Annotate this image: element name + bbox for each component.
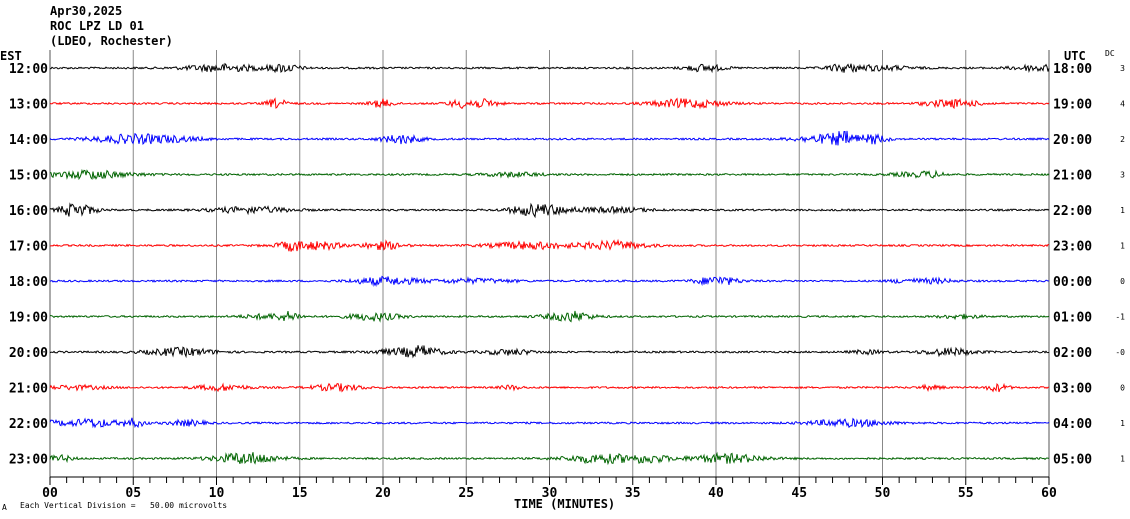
trace-19:00 — [50, 310, 1050, 323]
dc-value: 4 — [1120, 100, 1125, 109]
traces — [49, 62, 1050, 466]
trace-14:00 — [49, 130, 1050, 146]
grid — [49, 50, 1050, 477]
utc-label-02:00: 02:00 — [1053, 346, 1092, 361]
x-axis-title: TIME (MINUTES) — [514, 497, 615, 511]
utc-label-00:00: 00:00 — [1053, 275, 1092, 290]
trace-23:00 — [49, 451, 1049, 466]
dc-value: 1 — [1120, 206, 1125, 215]
utc-label-18:00: 18:00 — [1053, 62, 1092, 77]
est-label-18:00: 18:00 — [9, 275, 48, 290]
dc-value: 0 — [1120, 384, 1125, 393]
x-tick-label: 45 — [791, 486, 807, 501]
dc-value: 1 — [1120, 455, 1125, 464]
dc-value: 1 — [1120, 419, 1125, 428]
corner-mark: A — [2, 503, 7, 512]
trace-21:00 — [49, 382, 1049, 393]
x-tick-label: 00 — [42, 486, 58, 501]
x-tick-label: 30 — [542, 486, 558, 501]
est-label-17:00: 17:00 — [9, 240, 48, 255]
x-tick-label: 25 — [458, 486, 474, 501]
est-label-21:00: 21:00 — [9, 382, 48, 397]
est-label-19:00: 19:00 — [9, 311, 48, 326]
trace-18:00 — [49, 275, 1050, 288]
trace-15:00 — [49, 168, 1050, 181]
utc-label-21:00: 21:00 — [1053, 169, 1092, 184]
trace-22:00 — [49, 417, 1050, 429]
utc-label-23:00: 23:00 — [1053, 240, 1092, 255]
x-tick-label: 60 — [1041, 486, 1057, 501]
dc-value: -1 — [1115, 313, 1125, 322]
scale-note: Each Vertical Division = 50.00 microvolt… — [20, 501, 227, 510]
x-tick-label: 20 — [375, 486, 391, 501]
est-label-12:00: 12:00 — [9, 62, 48, 77]
date-label: Apr30,2025 — [50, 4, 122, 18]
dc-value: 1 — [1120, 242, 1125, 251]
utc-label-04:00: 04:00 — [1053, 417, 1092, 432]
trace-17:00 — [49, 238, 1050, 252]
trace-16:00 — [49, 202, 1050, 219]
est-axis-label: EST — [0, 49, 22, 63]
utc-label-19:00: 19:00 — [1053, 98, 1092, 113]
est-label-14:00: 14:00 — [9, 133, 48, 148]
x-axis: 00 05 10 15 20 25 30 35 40 45 50 55 60 — [42, 476, 1057, 501]
est-label-13:00: 13:00 — [9, 98, 48, 113]
utc-label-20:00: 20:00 — [1053, 133, 1092, 148]
est-label-15:00: 15:00 — [9, 169, 48, 184]
trace-12:00 — [49, 62, 1050, 74]
est-label-22:00: 22:00 — [9, 417, 48, 432]
trace-13:00 — [49, 97, 1050, 110]
x-tick-label: 55 — [958, 486, 974, 501]
est-label-20:00: 20:00 — [9, 346, 48, 361]
est-label-16:00: 16:00 — [9, 204, 48, 219]
dc-value: 0 — [1120, 277, 1125, 286]
x-tick-label: 35 — [625, 486, 641, 501]
x-tick-label: 05 — [125, 486, 141, 501]
est-label-23:00: 23:00 — [9, 453, 48, 468]
x-tick-label: 15 — [292, 486, 308, 501]
utc-label-22:00: 22:00 — [1053, 204, 1092, 219]
dc-value: 2 — [1120, 135, 1125, 144]
dc-column-label: DC — [1105, 49, 1115, 58]
row-labels: 12:00 18:00 3 13:00 19:00 4 14:00 20:00 2 15:00 21… — [9, 62, 1125, 468]
x-tick-label: 50 — [875, 486, 891, 501]
station-label: ROC LPZ LD 01 — [50, 19, 144, 33]
dc-value: 3 — [1120, 171, 1125, 180]
network-label: (LDEO, Rochester) — [50, 34, 173, 48]
utc-label-01:00: 01:00 — [1053, 311, 1092, 326]
dc-value: 3 — [1120, 64, 1125, 73]
utc-label-05:00: 05:00 — [1053, 453, 1092, 468]
x-tick-label: 40 — [708, 486, 724, 501]
x-tick-label: 10 — [209, 486, 225, 501]
utc-axis-label: UTC — [1064, 49, 1086, 63]
trace-20:00 — [49, 344, 1050, 359]
dc-value: -0 — [1115, 348, 1125, 357]
utc-label-03:00: 03:00 — [1053, 382, 1092, 397]
